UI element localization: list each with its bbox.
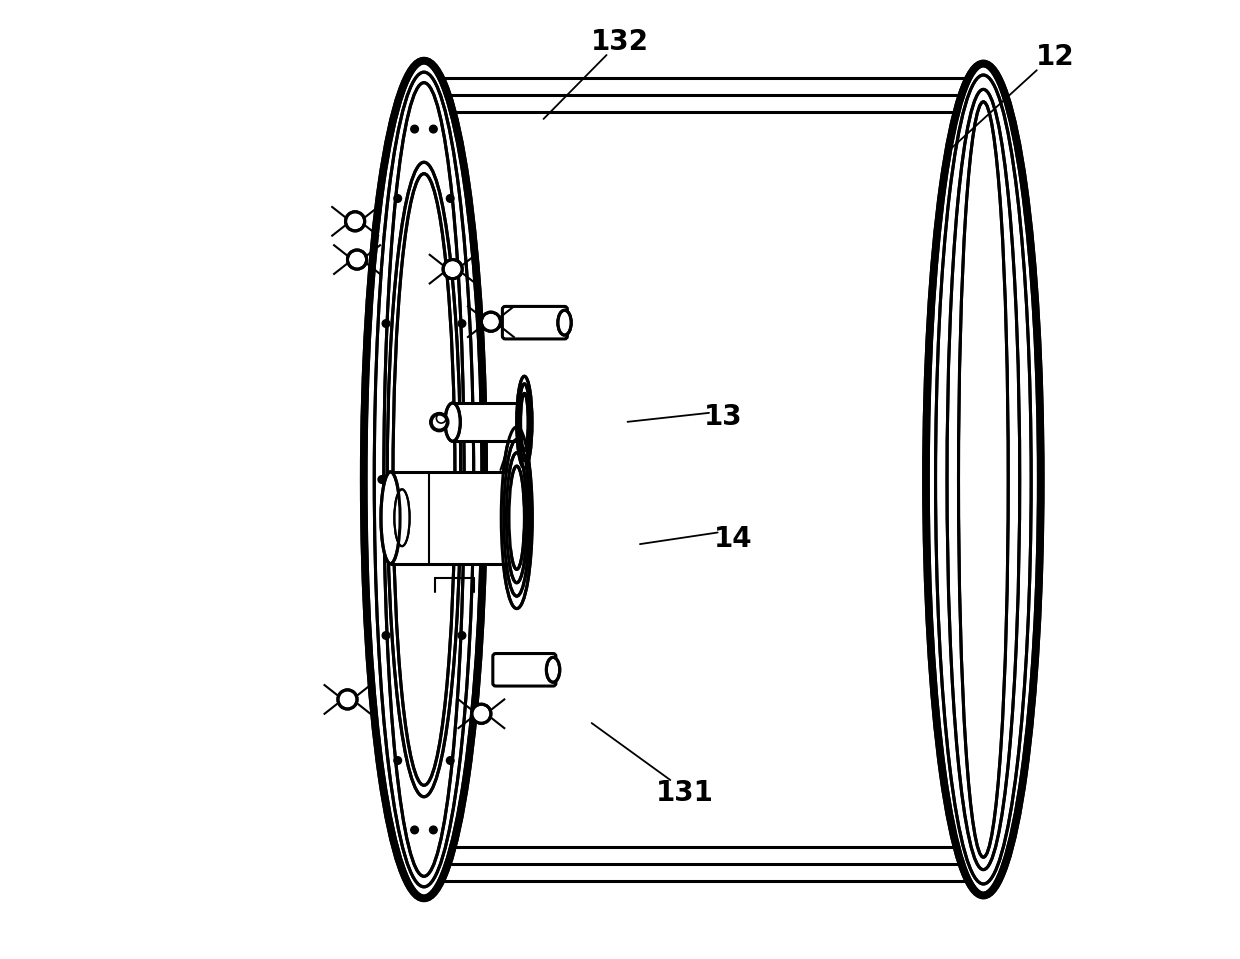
Ellipse shape bbox=[506, 453, 527, 583]
Ellipse shape bbox=[393, 174, 455, 785]
Circle shape bbox=[446, 757, 454, 764]
Ellipse shape bbox=[384, 82, 464, 877]
Circle shape bbox=[378, 476, 386, 483]
Ellipse shape bbox=[517, 376, 532, 468]
Ellipse shape bbox=[394, 489, 409, 547]
Ellipse shape bbox=[339, 690, 357, 709]
Circle shape bbox=[430, 412, 449, 432]
Circle shape bbox=[394, 195, 402, 202]
Polygon shape bbox=[453, 403, 522, 441]
Text: 14: 14 bbox=[713, 525, 753, 552]
Ellipse shape bbox=[347, 250, 367, 269]
Ellipse shape bbox=[959, 102, 1008, 857]
Ellipse shape bbox=[363, 60, 484, 899]
Ellipse shape bbox=[374, 72, 474, 887]
Circle shape bbox=[458, 632, 466, 640]
Polygon shape bbox=[378, 78, 1029, 881]
FancyBboxPatch shape bbox=[502, 307, 568, 339]
Circle shape bbox=[410, 126, 418, 133]
Circle shape bbox=[382, 319, 389, 327]
Circle shape bbox=[382, 632, 389, 640]
Ellipse shape bbox=[501, 427, 532, 609]
Circle shape bbox=[410, 826, 418, 833]
Ellipse shape bbox=[503, 439, 529, 596]
Ellipse shape bbox=[926, 63, 1040, 896]
Text: 12: 12 bbox=[1035, 43, 1074, 71]
Polygon shape bbox=[391, 472, 515, 564]
Text: 13: 13 bbox=[704, 404, 743, 432]
Ellipse shape bbox=[387, 162, 461, 797]
Ellipse shape bbox=[381, 472, 401, 564]
Ellipse shape bbox=[508, 466, 525, 570]
Ellipse shape bbox=[935, 75, 1032, 884]
Ellipse shape bbox=[558, 311, 572, 335]
Text: 131: 131 bbox=[656, 779, 714, 807]
Ellipse shape bbox=[346, 212, 365, 231]
Circle shape bbox=[446, 195, 454, 202]
Circle shape bbox=[429, 126, 438, 133]
Circle shape bbox=[458, 319, 466, 327]
Ellipse shape bbox=[521, 393, 528, 451]
Ellipse shape bbox=[471, 704, 491, 723]
Ellipse shape bbox=[481, 313, 501, 331]
Ellipse shape bbox=[445, 403, 460, 441]
Ellipse shape bbox=[547, 657, 559, 682]
Ellipse shape bbox=[518, 384, 531, 460]
Circle shape bbox=[463, 476, 470, 483]
Circle shape bbox=[394, 757, 402, 764]
Circle shape bbox=[434, 416, 445, 428]
Ellipse shape bbox=[443, 260, 463, 279]
Ellipse shape bbox=[947, 89, 1019, 870]
FancyBboxPatch shape bbox=[492, 653, 556, 686]
Text: 132: 132 bbox=[591, 28, 649, 56]
Circle shape bbox=[429, 826, 438, 833]
